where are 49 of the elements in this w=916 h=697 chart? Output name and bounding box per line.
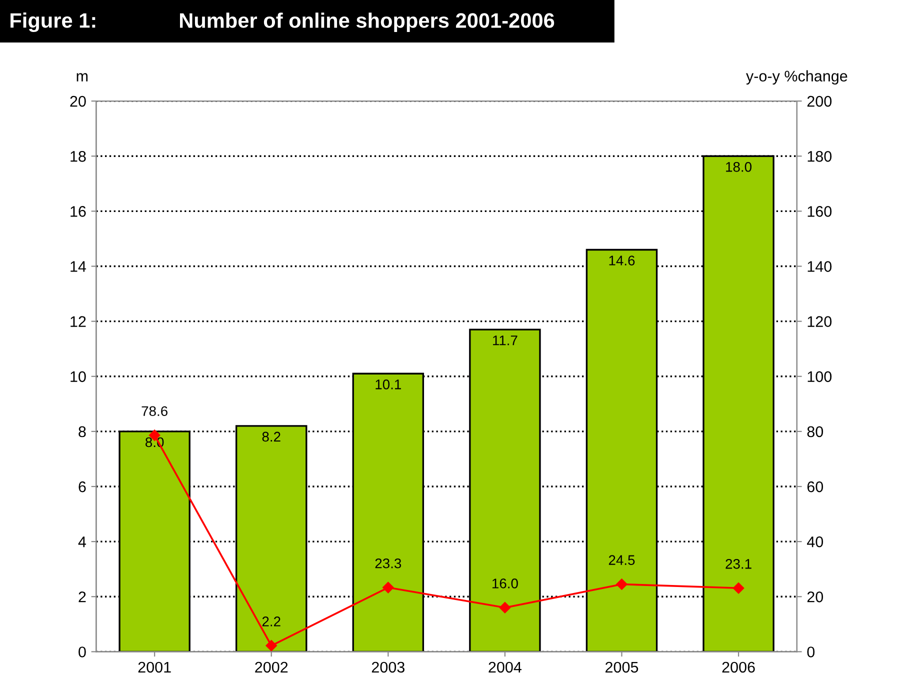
x-tick-label: 2004 xyxy=(488,662,522,673)
data-label: 18.0 xyxy=(726,162,752,172)
y2-tick-label: 200 xyxy=(807,96,832,107)
data-label: 16.0 xyxy=(492,578,518,588)
point xyxy=(499,602,511,614)
data-label: 11.7 xyxy=(493,336,518,346)
x-tick-label: 2002 xyxy=(255,662,288,673)
y-tick-label: 0 xyxy=(78,646,86,658)
y2-tick-label: 180 xyxy=(808,150,832,162)
y-tick-label: 20 xyxy=(70,96,86,107)
y-tick-label: 18 xyxy=(70,150,86,162)
y-tick-label: 14 xyxy=(70,261,86,272)
y2-tick-label: 160 xyxy=(808,206,832,217)
bar xyxy=(118,430,190,652)
y-tick-label: 4 xyxy=(78,536,86,548)
data-label: 2.2 xyxy=(262,616,280,626)
y-tick-label: 6 xyxy=(78,481,86,492)
point xyxy=(382,582,394,594)
point xyxy=(266,640,277,652)
y2-tick-label: 60 xyxy=(807,481,824,492)
data-label: 23.1 xyxy=(726,559,752,569)
data-label: 78.6 xyxy=(142,406,168,416)
x-tick-label: 2005 xyxy=(606,662,638,673)
y-tick-label: 12 xyxy=(70,316,86,327)
chart-subtitle: Number of online shoppers 2001-2006 xyxy=(180,12,554,32)
y2-tick-label: 120 xyxy=(808,316,832,328)
x-tick-label: 2006 xyxy=(722,662,755,673)
point xyxy=(616,578,628,590)
x-tick-label: 2003 xyxy=(372,662,404,673)
chart-title: Figure 1: xyxy=(10,12,96,32)
y2-tick-label: 80 xyxy=(807,426,824,438)
data-label: 14.6 xyxy=(609,256,635,266)
y2-tick-label: 40 xyxy=(806,536,824,548)
y2-tick-label: 20 xyxy=(807,592,824,602)
data-label: 23.3 xyxy=(375,558,402,568)
y2-axis-title: y-o-y %change xyxy=(746,70,848,85)
y-tick-label: 16 xyxy=(70,206,86,217)
y2-tick-label: 140 xyxy=(808,261,832,272)
data-label: 24.5 xyxy=(608,555,635,565)
y2-tick-label: 0 xyxy=(807,646,815,658)
data-label: 8.2 xyxy=(262,432,280,442)
y-axis-title: m xyxy=(76,73,88,82)
y-tick-label: 8 xyxy=(78,426,86,438)
data-label: 10.1 xyxy=(376,380,401,390)
y2-tick-label: 100 xyxy=(808,371,832,382)
point xyxy=(732,582,744,594)
y-tick-label: 2 xyxy=(78,592,86,602)
x-tick-label: 2001 xyxy=(138,662,171,673)
y-tick-label: 10 xyxy=(70,371,86,382)
